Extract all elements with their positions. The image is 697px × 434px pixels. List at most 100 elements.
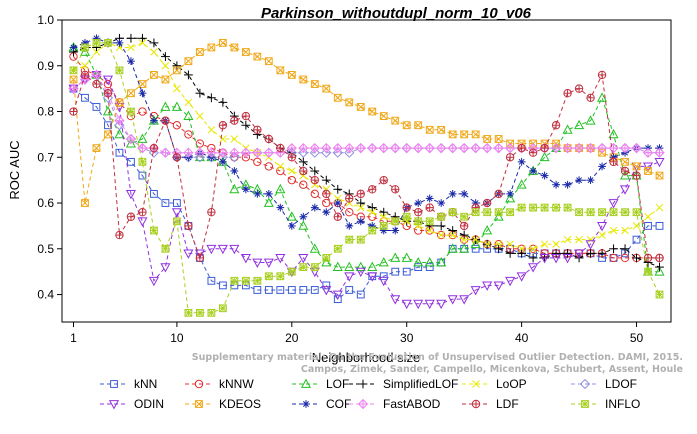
legend-swatch-marker bbox=[110, 380, 118, 388]
data-point-simplifiedlof bbox=[298, 157, 308, 167]
watermark: Supplementary material: On the Evaluatio… bbox=[192, 352, 683, 375]
legend-label: SimplifiedLOF bbox=[383, 377, 458, 391]
data-point-cof bbox=[517, 157, 526, 166]
data-point-odin bbox=[206, 244, 217, 255]
data-point-simplifiedlof bbox=[609, 244, 618, 254]
data-point-inflo bbox=[195, 308, 204, 317]
data-point-knn bbox=[207, 276, 216, 285]
data-point-kdeos bbox=[345, 98, 354, 107]
data-point-knn bbox=[356, 290, 365, 299]
data-point-lof bbox=[229, 183, 240, 194]
legend-swatch-marker bbox=[581, 400, 589, 408]
data-point-cof bbox=[218, 157, 227, 166]
data-point-kdeos bbox=[310, 80, 319, 88]
data-point-kdeos bbox=[287, 71, 296, 79]
data-point-knn bbox=[218, 281, 227, 290]
data-point-kdeos bbox=[161, 75, 170, 84]
data-point-knnw bbox=[184, 130, 193, 139]
data-point-knnw bbox=[287, 175, 297, 185]
legend-swatch-marker bbox=[108, 400, 120, 410]
data-point-kdeos bbox=[494, 135, 503, 143]
data-point-loop bbox=[644, 213, 652, 221]
data-point-inflo bbox=[575, 208, 583, 217]
data-point-knn bbox=[127, 157, 135, 166]
data-point-simplifiedlof bbox=[218, 97, 228, 107]
data-point-loop bbox=[150, 48, 158, 56]
data-point-odin bbox=[493, 281, 504, 291]
data-point-ldf bbox=[402, 203, 411, 212]
data-point-fastabod bbox=[550, 143, 562, 154]
data-point-loop bbox=[207, 126, 216, 134]
data-point-lof bbox=[309, 243, 320, 253]
data-point-lof bbox=[447, 243, 458, 253]
data-point-ldf bbox=[345, 194, 354, 203]
data-point-odin bbox=[390, 295, 401, 305]
data-point-ldf bbox=[230, 116, 239, 125]
y-tick-label: 0.7 bbox=[37, 150, 54, 164]
data-point-knn bbox=[644, 222, 652, 230]
data-point-ldf bbox=[69, 107, 78, 116]
data-point-knnw bbox=[368, 212, 377, 221]
data-point-cof bbox=[322, 208, 331, 217]
data-point-simplifiedlof bbox=[321, 175, 331, 185]
data-point-fastabod bbox=[631, 143, 642, 154]
data-point-knn bbox=[81, 93, 89, 102]
x-tick-label: 1 bbox=[70, 331, 77, 345]
legend-label: COF bbox=[326, 397, 351, 411]
data-point-loop bbox=[138, 39, 147, 47]
legend-item-lof: LOF bbox=[292, 377, 349, 391]
data-point-inflo bbox=[345, 235, 354, 244]
data-point-fastabod bbox=[298, 143, 309, 154]
y-axis: 0.4 0.5 0.6 0.7 0.8 0.9 1.0 bbox=[37, 13, 62, 302]
data-point-loop bbox=[517, 245, 526, 253]
data-point-loop bbox=[448, 231, 457, 239]
data-point-knn bbox=[115, 148, 124, 157]
data-point-simplifiedlof bbox=[517, 248, 527, 258]
data-point-fastabod bbox=[68, 83, 79, 94]
data-point-kdeos bbox=[195, 48, 204, 56]
data-point-odin bbox=[447, 295, 458, 305]
data-point-fastabod bbox=[263, 147, 274, 158]
data-point-ldf bbox=[276, 143, 285, 153]
data-point-loop bbox=[196, 112, 204, 120]
data-point-cof bbox=[540, 171, 549, 180]
data-point-ldf bbox=[356, 189, 365, 199]
data-point-lof bbox=[137, 133, 148, 143]
data-point-inflo bbox=[92, 38, 101, 47]
data-point-simplifiedlof bbox=[459, 230, 469, 240]
series-fastabod bbox=[68, 69, 665, 158]
data-point-ldf bbox=[379, 175, 388, 185]
data-point-ldf bbox=[574, 84, 584, 93]
data-point-inflo bbox=[517, 203, 526, 212]
data-point-fastabod bbox=[562, 143, 573, 154]
data-point-simplifiedlof bbox=[183, 70, 193, 80]
data-point-kdeos bbox=[460, 130, 469, 139]
data-point-ldf bbox=[264, 134, 274, 144]
data-point-odin bbox=[344, 272, 355, 282]
data-point-kdeos bbox=[127, 89, 135, 98]
data-point-odin bbox=[102, 75, 113, 85]
legend-label: LOF bbox=[326, 377, 349, 391]
data-point-inflo bbox=[598, 208, 606, 217]
data-point-cof bbox=[448, 189, 457, 198]
data-point-ldof bbox=[321, 147, 332, 158]
legend-swatch-marker bbox=[194, 379, 204, 389]
data-point-kdeos bbox=[253, 52, 262, 61]
data-point-fastabod bbox=[378, 143, 389, 154]
data-point-kdeos bbox=[173, 66, 181, 75]
data-point-inflo bbox=[69, 66, 78, 75]
data-point-fastabod bbox=[252, 147, 263, 158]
data-point-odin bbox=[298, 254, 309, 264]
data-point-knn bbox=[310, 286, 319, 294]
data-point-ldf bbox=[505, 153, 515, 162]
data-point-kdeos bbox=[448, 130, 457, 139]
data-point-ldf bbox=[494, 189, 503, 199]
data-point-ldf bbox=[563, 89, 572, 98]
data-point-fastabod bbox=[137, 143, 148, 154]
data-point-simplifiedlof bbox=[206, 93, 216, 103]
data-point-odin bbox=[424, 299, 435, 310]
data-point-fastabod bbox=[240, 147, 251, 158]
data-point-fastabod bbox=[286, 143, 297, 154]
data-point-lof bbox=[493, 211, 504, 221]
data-point-ldf bbox=[459, 221, 469, 231]
